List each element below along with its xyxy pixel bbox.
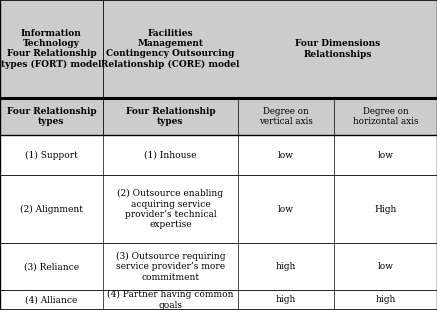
Text: high: high: [375, 295, 396, 304]
Text: low: low: [278, 205, 294, 214]
Text: High: High: [375, 205, 397, 214]
Text: Four Relationship
types: Four Relationship types: [125, 107, 215, 126]
Text: low: low: [378, 150, 394, 160]
Text: Four Dimensions
Relationships: Four Dimensions Relationships: [295, 39, 380, 59]
Text: (2) Outsource enabling
acquiring service
provider’s technical
expertise: (2) Outsource enabling acquiring service…: [118, 189, 223, 229]
Bar: [0, 0, 437, 98]
Text: (2) Alignment: (2) Alignment: [20, 205, 83, 214]
Text: low: low: [378, 262, 394, 271]
Text: (4) Partner having common
goals: (4) Partner having common goals: [107, 290, 234, 310]
Text: Degree on
vertical axis: Degree on vertical axis: [259, 107, 313, 126]
Text: high: high: [276, 262, 296, 271]
Text: Information
Technology
Four Relationship
types (FORT) model: Information Technology Four Relationship…: [1, 29, 101, 69]
Text: (3) Reliance: (3) Reliance: [24, 262, 79, 271]
Text: (1) Inhouse: (1) Inhouse: [144, 150, 197, 160]
Text: low: low: [278, 150, 294, 160]
Text: (3) Outsource requiring
service provider’s more
commitment: (3) Outsource requiring service provider…: [116, 252, 225, 281]
Bar: [0, 98, 437, 135]
Text: (4) Alliance: (4) Alliance: [25, 295, 77, 304]
Text: Four Relationship
types: Four Relationship types: [7, 107, 96, 126]
Text: Degree on
horizontal axis: Degree on horizontal axis: [353, 107, 418, 126]
Text: Facilities
Management
Contingency Outsourcing
Relationship (CORE) model: Facilities Management Contingency Outsou…: [101, 29, 239, 69]
Text: high: high: [276, 295, 296, 304]
Text: (1) Support: (1) Support: [25, 150, 78, 160]
